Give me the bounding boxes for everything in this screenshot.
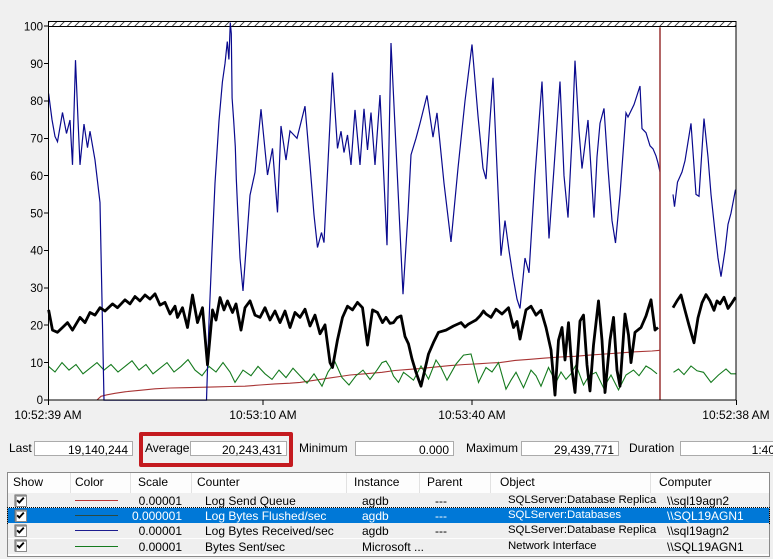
svg-text:40: 40	[30, 246, 43, 258]
svg-text:10:53:10 AM: 10:53:10 AM	[229, 408, 296, 422]
svg-text:50: 50	[30, 208, 43, 220]
svg-text:60: 60	[30, 171, 43, 183]
svg-text:90: 90	[30, 59, 43, 71]
svg-text:10:53:40 AM: 10:53:40 AM	[438, 408, 505, 422]
svg-text:10:52:38 AM: 10:52:38 AM	[702, 408, 769, 422]
svg-text:30: 30	[30, 283, 43, 295]
svg-text:10:52:39 AM: 10:52:39 AM	[14, 408, 81, 422]
svg-text:20: 20	[30, 320, 43, 332]
svg-text:10: 10	[30, 358, 43, 370]
svg-text:80: 80	[30, 96, 43, 108]
svg-text:70: 70	[30, 134, 43, 146]
svg-text:100: 100	[24, 21, 43, 33]
svg-text:0: 0	[37, 395, 43, 407]
